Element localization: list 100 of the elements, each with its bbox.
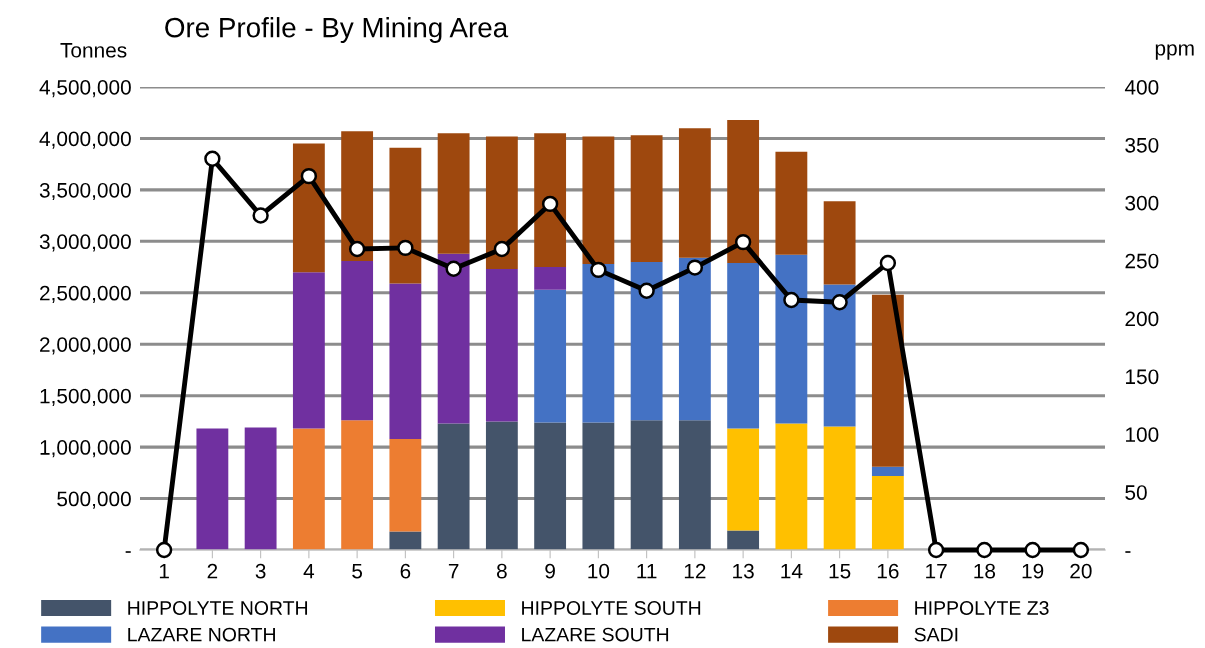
bar xyxy=(630,135,663,262)
x-tick-label: 1 xyxy=(159,563,169,579)
bar xyxy=(389,438,422,532)
y-tick-label: 3,500,000 xyxy=(39,182,131,201)
x-tick-label: 6 xyxy=(400,563,411,579)
y-tick-label: 4,500,000 xyxy=(39,80,131,98)
y2-tick-label: 350 xyxy=(1125,137,1159,153)
bar xyxy=(534,133,567,268)
bar xyxy=(582,263,615,423)
bar xyxy=(534,267,567,290)
bar xyxy=(341,420,374,550)
x-tick-label: 19 xyxy=(1022,563,1044,579)
bar xyxy=(678,420,711,550)
x-tick-label: 15 xyxy=(829,563,851,579)
bar xyxy=(630,420,663,550)
y2-tick-label: 400 xyxy=(1124,80,1159,95)
y-tick-label: 1,000,000 xyxy=(40,440,131,458)
x-tick-label: 17 xyxy=(926,563,947,579)
point xyxy=(831,294,848,311)
point xyxy=(976,541,993,559)
y2-tick-label: 250 xyxy=(1125,253,1159,269)
x-tick-label: 16 xyxy=(877,563,899,579)
point xyxy=(1072,541,1090,559)
y-tick-label: 2,500,000 xyxy=(40,285,131,303)
point xyxy=(348,240,366,258)
x-tick-label: 11 xyxy=(637,563,657,579)
point xyxy=(155,541,173,559)
bar xyxy=(437,133,470,254)
legend-label: HIPPOLYTE SOUTH xyxy=(522,601,701,615)
x-tick-label: 8 xyxy=(496,563,507,579)
y2-tick-label: 100 xyxy=(1126,427,1159,442)
point xyxy=(879,254,897,272)
bar xyxy=(871,475,904,550)
x-tick-label: 13 xyxy=(733,563,754,579)
y2-tick-label: 300 xyxy=(1125,195,1159,211)
bar xyxy=(727,119,760,263)
legend-label: HIPPOLYTE NORTH xyxy=(128,601,308,615)
bar xyxy=(244,427,277,550)
bar xyxy=(775,254,808,424)
bar xyxy=(727,530,760,550)
point xyxy=(927,541,945,559)
y-tick-label: 4,000,000 xyxy=(39,131,131,149)
point xyxy=(1024,541,1041,559)
point xyxy=(397,239,414,257)
bar xyxy=(292,428,325,550)
y2-tick-label: 200 xyxy=(1125,311,1159,327)
x-tick-label: 14 xyxy=(781,563,803,579)
bar xyxy=(823,284,856,427)
bar xyxy=(292,143,325,273)
y-tick-label: 3,000,000 xyxy=(39,234,131,252)
bar xyxy=(534,289,567,423)
point xyxy=(686,259,704,276)
bar xyxy=(823,426,856,550)
bar xyxy=(534,422,567,550)
y-axis-title: Tonnes xyxy=(60,43,127,58)
y2-tick-label: - xyxy=(1125,551,1131,553)
point xyxy=(734,233,752,251)
point xyxy=(493,240,511,258)
bar xyxy=(341,131,374,261)
x-tick-label: 12 xyxy=(684,563,706,579)
bar xyxy=(775,423,808,550)
x-tick-label: 2 xyxy=(207,563,218,579)
legend-label: LAZARE SOUTH xyxy=(522,627,669,642)
point xyxy=(204,150,221,167)
point xyxy=(445,260,462,277)
y2-tick-label: 50 xyxy=(1125,485,1147,500)
bar xyxy=(437,423,470,550)
bar xyxy=(485,421,518,550)
bar xyxy=(630,261,663,421)
x-tick-label: 4 xyxy=(303,563,315,579)
x-tick-label: 7 xyxy=(448,563,459,579)
x-tick-label: 5 xyxy=(352,563,363,579)
bar xyxy=(727,262,760,429)
bar xyxy=(389,531,422,550)
point xyxy=(252,207,269,224)
y2-axis-title: ppm xyxy=(1155,44,1194,60)
legend-label: LAZARE NORTH xyxy=(128,627,275,642)
point xyxy=(783,291,800,309)
point xyxy=(541,195,559,213)
x-tick-label: 18 xyxy=(974,563,996,579)
bar xyxy=(485,269,518,422)
y-tick-label: - xyxy=(125,551,131,553)
point xyxy=(638,282,655,299)
chart-title: Ore Profile - By Mining Area xyxy=(165,17,509,43)
legend-label: SADI xyxy=(914,627,958,642)
y-tick-label: 500,000 xyxy=(57,491,131,509)
bar xyxy=(871,466,904,476)
bar xyxy=(341,260,374,421)
point xyxy=(300,167,318,185)
y-tick-label: 1,500,000 xyxy=(40,388,131,406)
bar xyxy=(727,428,760,531)
x-tick-label: 3 xyxy=(255,563,266,579)
bar xyxy=(292,272,325,429)
y2-tick-label: 150 xyxy=(1126,369,1159,385)
bar xyxy=(678,257,711,421)
bar xyxy=(196,428,229,550)
bar xyxy=(437,253,470,424)
x-tick-label: 9 xyxy=(545,563,555,579)
bar xyxy=(389,147,422,284)
y-tick-label: 2,000,000 xyxy=(40,337,131,355)
